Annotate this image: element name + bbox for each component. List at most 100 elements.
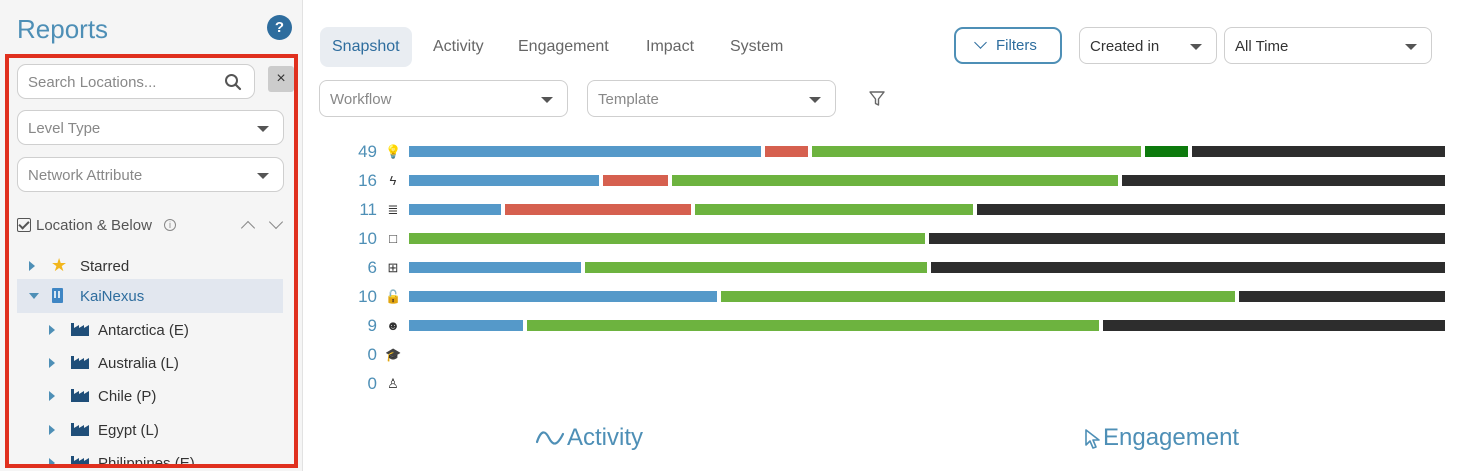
tree-item[interactable]: Philippines (E) xyxy=(17,446,283,468)
page-title: Reports xyxy=(17,14,109,44)
bar-segment-blue[interactable] xyxy=(409,320,524,331)
activity-section-title: Activity xyxy=(567,424,644,451)
tree-item[interactable]: Egypt (L) xyxy=(17,413,283,447)
location-and-below-checkbox[interactable] xyxy=(17,218,31,232)
caret-down-icon[interactable] xyxy=(29,293,39,299)
bar-row[interactable]: 6 ⊞ xyxy=(320,256,1450,280)
filters-button[interactable]: Filters xyxy=(954,27,1062,64)
filters-label: Filters xyxy=(996,37,1037,54)
tab-activity[interactable]: Activity xyxy=(433,38,484,55)
clear-search-button[interactable]: × xyxy=(268,66,294,92)
tree-item[interactable]: Chile (P) xyxy=(17,379,283,413)
bar-count: 0 xyxy=(367,374,377,393)
bar-segment-blue[interactable] xyxy=(409,146,761,157)
list-icon: ≣ xyxy=(387,202,399,217)
bar-segment-green[interactable] xyxy=(409,233,925,244)
bar-segment-red[interactable] xyxy=(505,204,691,215)
bar-segment-black[interactable] xyxy=(1102,320,1445,331)
bar-row[interactable]: 0 🎓 xyxy=(320,343,1450,367)
tree-item[interactable]: KaiNexus xyxy=(17,279,283,313)
funnel-icon[interactable] xyxy=(868,90,886,108)
snapshot-bar-chart: 49 💡 16 ϟ 11 ≣ 10 □ 6 ⊞ 10 🔓 9 ☻ 0 🎓 0 ♙ xyxy=(320,140,1450,393)
bar-segment-green[interactable] xyxy=(721,291,1236,302)
bar-segment-green[interactable] xyxy=(671,175,1119,186)
engagement-section-title: Engagement xyxy=(1103,424,1240,451)
caret-down-icon xyxy=(541,97,553,103)
caret-down-icon xyxy=(257,126,269,132)
bar-segment-blue[interactable] xyxy=(409,204,502,215)
search-input[interactable]: Search Locations... xyxy=(17,64,255,99)
tree-item[interactable]: Antarctica (E) xyxy=(17,313,283,347)
bar-segment-black[interactable] xyxy=(977,204,1445,215)
bar-count: 49 xyxy=(358,142,377,161)
bar-count: 6 xyxy=(367,258,377,277)
bar-segment-blue[interactable] xyxy=(409,262,581,273)
tab-snapshot[interactable]: Snapshot xyxy=(320,27,412,67)
bar-segment-blue[interactable] xyxy=(409,291,718,302)
bar-segment-black[interactable] xyxy=(929,233,1445,244)
factory-icon xyxy=(71,356,89,369)
bar-row[interactable]: 0 ♙ xyxy=(320,372,1450,396)
caret-right-icon[interactable] xyxy=(49,458,55,464)
caret-right-icon[interactable] xyxy=(49,391,55,401)
info-icon[interactable]: i xyxy=(164,219,176,231)
expand-all-icon[interactable] xyxy=(268,214,284,230)
bar-segment-green[interactable] xyxy=(811,146,1142,157)
bar-row[interactable]: 49 💡 xyxy=(320,140,1450,164)
tab-impact[interactable]: Impact xyxy=(646,38,695,55)
caret-right-icon[interactable] xyxy=(49,425,55,435)
bar-segment-dark_green[interactable] xyxy=(1145,146,1189,157)
template-select[interactable]: Template xyxy=(587,80,836,117)
bar-row[interactable]: 10 🔓 xyxy=(320,285,1450,309)
bar-row[interactable]: 9 ☻ xyxy=(320,314,1450,338)
bar-segment-black[interactable] xyxy=(1192,146,1445,157)
bar-row[interactable]: 10 □ xyxy=(320,227,1450,251)
caret-right-icon[interactable] xyxy=(49,325,55,335)
created-in-select[interactable]: Created in xyxy=(1079,27,1217,64)
bar-segment-blue[interactable] xyxy=(409,175,600,186)
factory-icon xyxy=(71,456,89,464)
workflow-select[interactable]: Workflow xyxy=(319,80,568,117)
tree-item-label: Egypt (L) xyxy=(98,422,159,439)
help-icon[interactable]: ? xyxy=(267,15,292,40)
bar-segment-green[interactable] xyxy=(694,204,974,215)
bar-segment-green[interactable] xyxy=(527,320,1099,331)
tab-engagement[interactable]: Engagement xyxy=(518,38,609,55)
time-range-value: All Time xyxy=(1235,38,1289,55)
bar-segment-red[interactable] xyxy=(764,146,808,157)
network-attribute-select[interactable]: Network Attribute xyxy=(17,157,284,192)
search-icon[interactable] xyxy=(224,73,242,91)
collapse-all-icon[interactable] xyxy=(240,220,256,236)
square-icon: □ xyxy=(389,231,397,246)
caret-right-icon[interactable] xyxy=(29,261,35,271)
bar-row[interactable]: 11 ≣ xyxy=(320,198,1450,222)
tree-item[interactable]: ★ Starred xyxy=(17,249,283,283)
tree-item-label: Antarctica (E) xyxy=(98,322,189,339)
head-icon: ☻ xyxy=(386,318,400,333)
factory-icon xyxy=(71,389,89,402)
tree-item[interactable]: Australia (L) xyxy=(17,346,283,380)
tree-item-label: KaiNexus xyxy=(80,288,145,305)
bar-segment-black[interactable] xyxy=(1122,175,1445,186)
time-range-select[interactable]: All Time xyxy=(1224,27,1432,64)
chevron-down-icon xyxy=(974,36,987,49)
graduation-cap-icon: 🎓 xyxy=(385,347,402,362)
caret-down-icon xyxy=(1190,44,1202,50)
bar-segment-green[interactable] xyxy=(584,262,927,273)
bar-count: 11 xyxy=(359,200,377,219)
tab-system[interactable]: System xyxy=(730,38,784,55)
location-filter-panel: Search Locations... × Level Type Network… xyxy=(5,54,298,468)
bar-count: 10 xyxy=(358,229,377,248)
bar-count: 9 xyxy=(367,316,377,335)
level-type-select[interactable]: Level Type xyxy=(17,110,284,145)
caret-down-icon xyxy=(809,97,821,103)
caret-right-icon[interactable] xyxy=(49,358,55,368)
bar-count: 10 xyxy=(358,287,377,306)
bar-row[interactable]: 16 ϟ xyxy=(320,169,1450,193)
bar-segment-black[interactable] xyxy=(1239,291,1445,302)
bar-segment-black[interactable] xyxy=(931,262,1445,273)
teacher-icon: ♙ xyxy=(387,376,399,391)
tree-item-label: Philippines (E) xyxy=(98,455,195,468)
bar-segment-red[interactable] xyxy=(603,175,668,186)
